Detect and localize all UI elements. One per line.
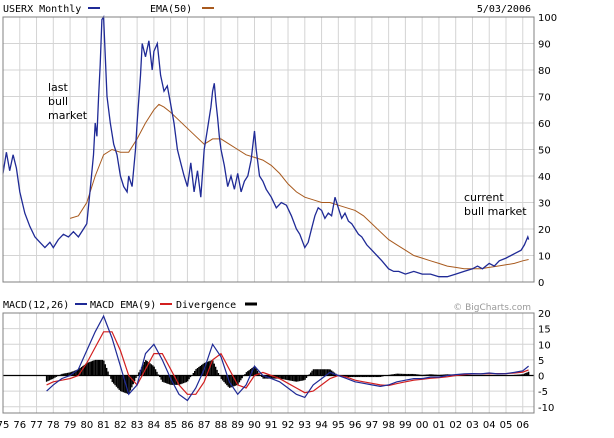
price-legend-label: USERX Monthly (3, 4, 81, 15)
upper-y-tick-label: 100 (538, 13, 557, 24)
x-tick-label: 06 (516, 420, 529, 431)
x-tick-label: 89 (231, 420, 244, 431)
upper-y-tick-label: 70 (538, 93, 551, 104)
upper-y-tick-label: 40 (538, 172, 551, 183)
lower-y-tick-label: 15 (538, 325, 551, 336)
upper-y-tick-label: 10 (538, 252, 551, 263)
upper-y-tick-label: 0 (538, 278, 544, 289)
x-tick-label: 92 (282, 420, 295, 431)
x-tick-label: 75 (0, 420, 9, 431)
x-tick-label: 93 (298, 420, 311, 431)
lower-y-tick-label: 20 (538, 309, 551, 320)
divergence-legend-label: Divergence (176, 300, 236, 311)
x-tick-label: 78 (47, 420, 60, 431)
price-line (2, 14, 530, 278)
x-tick-label: 80 (80, 420, 93, 431)
x-tick-label: 82 (114, 420, 127, 431)
upper-y-tick-label: 20 (538, 225, 551, 236)
x-tick-label: 76 (13, 420, 26, 431)
x-tick-label: 94 (315, 420, 328, 431)
upper-grid (2, 16, 534, 283)
lower-y-tick-label: 5 (538, 356, 544, 367)
x-tick-label: 99 (399, 420, 412, 431)
macd-legend-label: MACD(12,26) (3, 300, 69, 311)
watermark: © BigCharts.com (453, 303, 531, 313)
x-tick-label: 81 (97, 420, 110, 431)
signal-legend-label: MACD EMA(9) (90, 300, 156, 311)
macd-line (46, 314, 529, 402)
x-tick-label: 00 (416, 420, 429, 431)
x-tick-label: 79 (64, 420, 77, 431)
upper-panel-frame (2, 16, 535, 283)
x-tick-label: 96 (349, 420, 362, 431)
x-tick-label: 88 (215, 420, 228, 431)
ema50-line (69, 103, 529, 270)
upper-y-tick-label: 80 (538, 66, 551, 77)
x-tick-label: 03 (466, 420, 479, 431)
x-tick-label: 98 (382, 420, 395, 431)
x-tick-label: 02 (449, 420, 462, 431)
annotation-last-bull-market-line1: last (48, 81, 69, 94)
annotation-last-bull-market-line3: market (48, 109, 88, 122)
x-tick-label: 05 (500, 420, 513, 431)
annotation-last-bull-market-line2: bull (48, 95, 68, 108)
macd-signal-line (46, 331, 529, 395)
upper-y-tick-label: 30 (538, 199, 551, 210)
annotation-current-bull-market-line1: current (464, 191, 504, 204)
x-tick-label: 85 (164, 420, 177, 431)
x-tick-label: 86 (181, 420, 194, 431)
x-tick-label: 84 (148, 420, 161, 431)
lower-y-tick-label: -5 (538, 387, 548, 398)
x-tick-label: 87 (198, 420, 211, 431)
x-tick-label: 77 (30, 420, 43, 431)
lower-panel-frame (2, 312, 535, 414)
upper-y-tick-label: 60 (538, 119, 551, 130)
x-tick-label: 90 (248, 420, 261, 431)
lower-y-tick-label: 10 (538, 340, 551, 351)
x-tick-label: 01 (433, 420, 446, 431)
annotation-current-bull-market-line2: bull market (464, 205, 527, 218)
x-tick-label: 04 (483, 420, 496, 431)
lower-y-tick-label: 0 (538, 372, 544, 383)
lower-y-tick-label: -10 (538, 403, 554, 414)
x-tick-label: 91 (265, 420, 278, 431)
upper-y-tick-label: 90 (538, 40, 551, 51)
x-tick-label: 83 (131, 420, 144, 431)
x-tick-label: 95 (332, 420, 345, 431)
lower-grid (2, 312, 534, 413)
upper-y-tick-label: 50 (538, 146, 551, 157)
ema-legend-label: EMA(50) (150, 4, 192, 15)
chart-date: 5/03/2006 (477, 4, 531, 15)
x-tick-label: 97 (365, 420, 378, 431)
